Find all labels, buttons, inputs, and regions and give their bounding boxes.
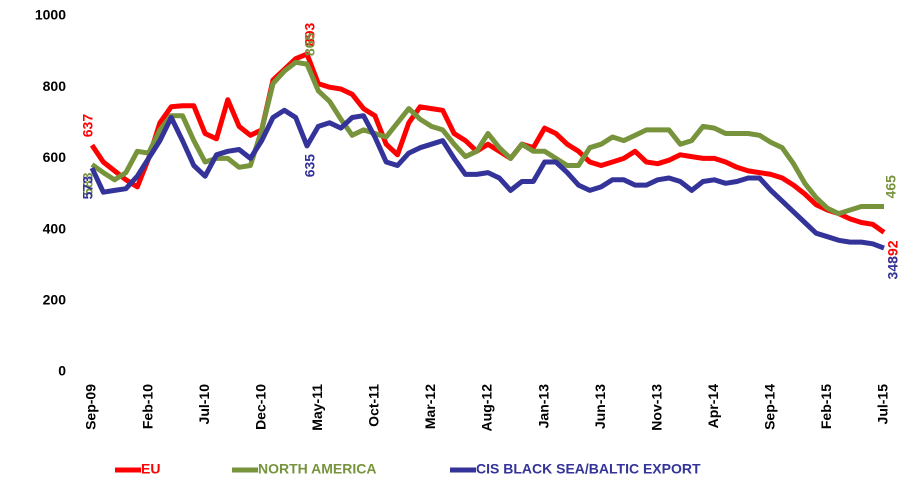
x-tick-label: Jul-10 (196, 384, 212, 425)
x-tick-label: Aug-12 (479, 384, 495, 432)
y-tick-label: 1000 (35, 7, 66, 23)
y-tick-label: 600 (43, 149, 67, 165)
x-tick-label: Sep-09 (83, 384, 99, 430)
x-tick-label: Mar-12 (422, 384, 438, 429)
data-label: 583 (80, 172, 96, 196)
x-tick-label: Feb-15 (818, 384, 834, 429)
x-tick-label: Apr-14 (705, 384, 721, 429)
y-tick-label: 0 (58, 363, 66, 379)
legend-label: NORTH AMERICA (258, 461, 376, 477)
data-label: 348 (885, 256, 901, 280)
series-line (90, 59, 884, 217)
y-tick-label: 200 (43, 292, 67, 308)
data-label: 392 (885, 240, 901, 264)
x-tick-label: Jan-13 (535, 384, 551, 429)
y-tick-label: 400 (43, 220, 67, 236)
data-label: 573 (80, 176, 96, 200)
x-tick-label: Oct-11 (366, 384, 382, 427)
x-tick-label: Sep-14 (762, 384, 778, 430)
y-tick-label: 800 (43, 78, 67, 94)
data-label: 465 (883, 175, 899, 199)
data-label: 635 (302, 154, 318, 178)
legend-label: CIS BLACK SEA/BALTIC EXPORT (476, 461, 701, 477)
x-tick-label: Nov-13 (648, 384, 664, 431)
series-line (89, 51, 886, 235)
x-tick-label: Jun-13 (592, 384, 608, 429)
series-line (89, 107, 885, 251)
legend-label: EU (141, 461, 160, 477)
data-label: 637 (80, 114, 96, 138)
data-label: 865 (302, 32, 318, 56)
x-tick-label: Jul-15 (875, 384, 891, 425)
x-tick-label: May-11 (309, 384, 325, 431)
data-label: 893 (302, 23, 318, 47)
x-tick-label: Dec-10 (252, 384, 268, 430)
x-tick-label: Feb-10 (139, 384, 155, 429)
